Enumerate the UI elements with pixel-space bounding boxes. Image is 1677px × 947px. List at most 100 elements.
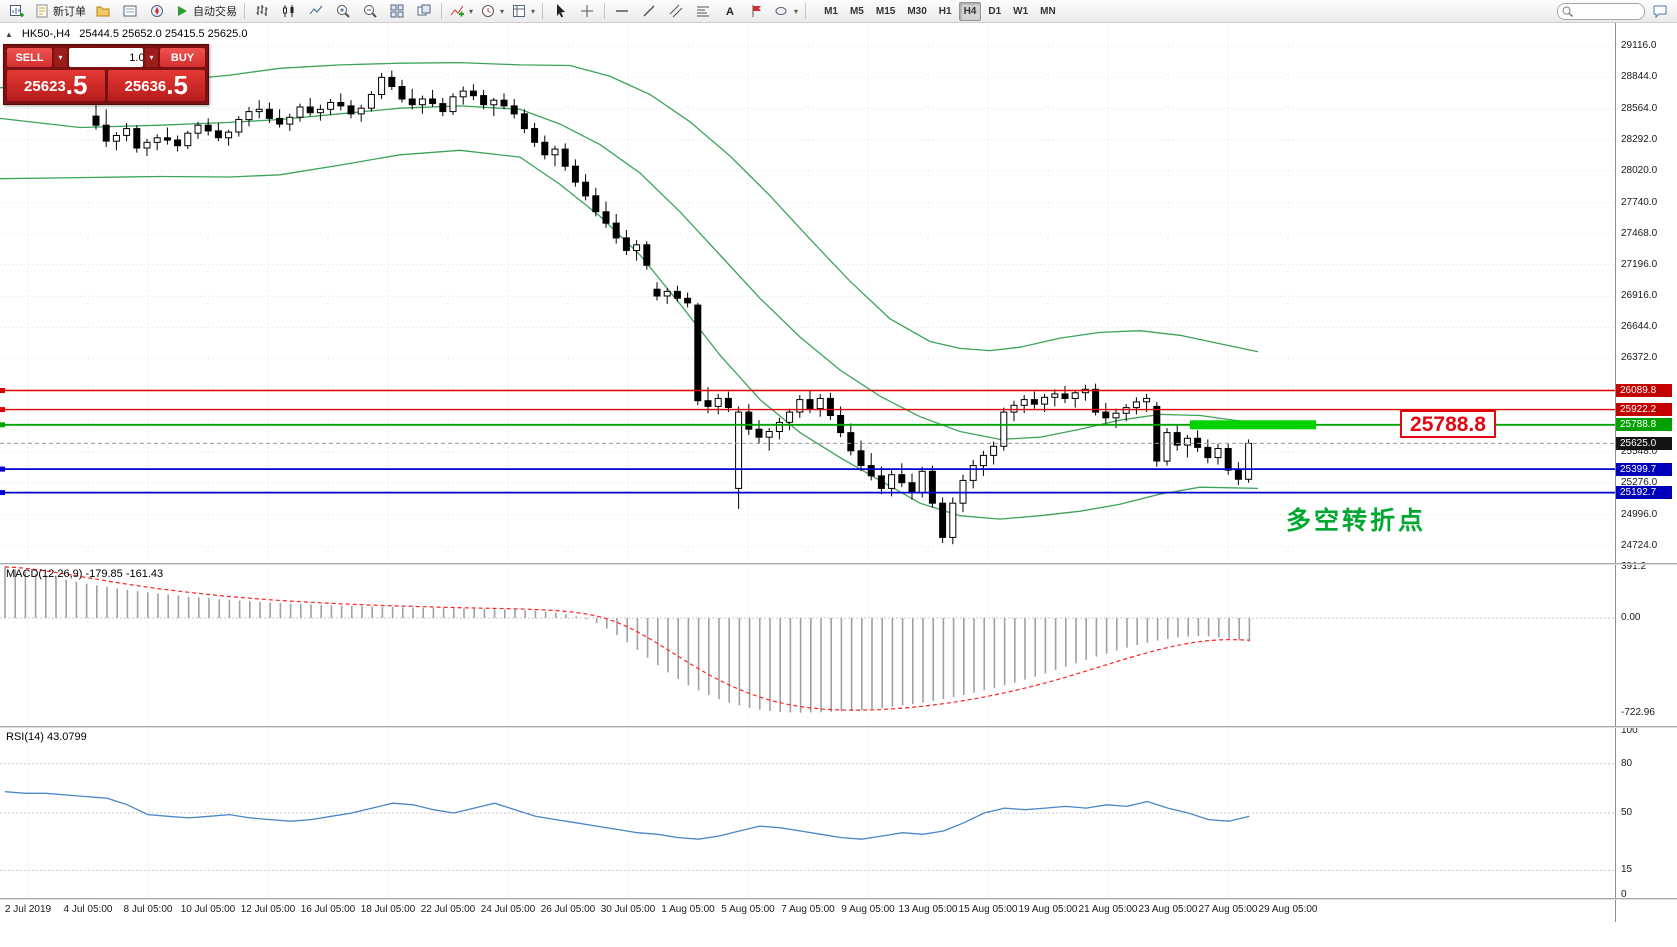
line-handle[interactable] <box>0 407 5 413</box>
price-axis-label: 28292.0 <box>1621 133 1658 145</box>
line-handle[interactable] <box>0 490 5 496</box>
volume-input[interactable] <box>69 48 143 67</box>
time-axis-label: 9 Aug 05:00 <box>841 904 895 915</box>
sell-price-display[interactable]: 25623.5 <box>7 70 105 101</box>
buy-button[interactable]: BUY <box>160 48 205 67</box>
panel-divider[interactable] <box>0 563 1677 565</box>
candle <box>123 128 131 136</box>
price-axis-label: 25276.0 <box>1621 477 1658 489</box>
templates-button[interactable]: ▾ <box>508 1 538 21</box>
bar-chart-button[interactable] <box>249 1 275 21</box>
price-axis-label: 27740.0 <box>1621 196 1658 208</box>
symbol-search-input[interactable] <box>1557 2 1645 20</box>
timeframe-m15[interactable]: M15 <box>875 5 896 17</box>
line-handle[interactable] <box>0 422 5 428</box>
autotrading-play-icon <box>178 6 187 16</box>
timeframe-m5[interactable]: M5 <box>849 5 864 17</box>
timeframe-h4[interactable]: H4 <box>958 1 982 21</box>
svg-text:A: A <box>726 6 734 18</box>
zoom-in-button[interactable] <box>330 1 356 21</box>
crosshair-button[interactable] <box>574 1 600 21</box>
sell-options-caret[interactable]: ▾ <box>54 48 67 67</box>
toolbar-separator <box>244 3 245 19</box>
timeframe-w1[interactable]: W1 <box>1013 5 1029 17</box>
timeframe-mn[interactable]: MN <box>1040 5 1056 17</box>
candle <box>1173 432 1181 446</box>
candle <box>1092 388 1100 413</box>
text-tool-button[interactable]: A <box>717 1 743 21</box>
line-handle[interactable] <box>0 466 5 472</box>
shapes-button[interactable]: ▾ <box>771 1 801 21</box>
candle <box>357 107 365 115</box>
autotrading-button[interactable]: 自动交易 <box>171 1 240 21</box>
rsi-indicator-chart[interactable] <box>0 728 1615 898</box>
market-watch-button[interactable] <box>117 1 143 21</box>
candle <box>112 135 120 142</box>
chat-icon[interactable] <box>1652 3 1669 19</box>
new-order-button[interactable]: 新订单 <box>31 1 89 21</box>
candle <box>643 244 651 266</box>
timeframe-h1[interactable]: H1 <box>938 5 952 17</box>
dropdown-caret: ▾ <box>531 6 536 16</box>
time-axis-label: 19 Aug 05:00 <box>1018 904 1078 915</box>
timeframe-m1[interactable]: M1 <box>824 5 838 17</box>
profiles-button[interactable] <box>90 1 116 21</box>
panel-divider[interactable] <box>0 898 1677 900</box>
zoom-out-icon <box>364 5 377 18</box>
price-axis-label: 28844.0 <box>1621 71 1658 82</box>
candle <box>1163 432 1171 462</box>
time-axis-label: 22 Jul 05:00 <box>420 904 476 915</box>
macd-axis-label: -722.96 <box>1621 706 1655 718</box>
rsi-panel-label: RSI(14) 43.0799 <box>6 731 87 743</box>
cursor-button[interactable] <box>547 1 573 21</box>
panel-divider[interactable] <box>0 726 1677 728</box>
candle <box>816 397 824 410</box>
fibonacci-button[interactable] <box>690 1 716 21</box>
time-axis[interactable]: 2 Jul 2019 4 Jul 05:00 8 Jul 05:00 10 Jul 0… <box>0 900 1615 922</box>
cascade-windows-button[interactable] <box>411 1 437 21</box>
trendline-button[interactable] <box>636 1 662 21</box>
macd-axis-label: 0.00 <box>1621 612 1641 623</box>
timeframe-m30[interactable]: M30 <box>907 5 927 17</box>
candle-chart-button[interactable] <box>276 1 302 21</box>
indicators-button[interactable]: ▾ <box>446 1 476 21</box>
buy-options-caret[interactable]: ▾ <box>145 48 158 67</box>
new-chart-button[interactable] <box>4 1 30 21</box>
candle <box>939 502 947 538</box>
cascade-windows-icon <box>417 4 431 16</box>
candle <box>969 465 977 481</box>
sell-button[interactable]: SELL <box>7 48 52 67</box>
candle <box>755 428 763 438</box>
ohlc-readout: 25444.5 25652.0 25415.5 25625.0 <box>79 28 248 40</box>
zoom-out-button[interactable] <box>357 1 383 21</box>
buy-price-display[interactable]: 25636.5 <box>107 70 205 101</box>
line-handle[interactable] <box>0 388 5 393</box>
new-chart-icon <box>10 5 24 17</box>
timeframe-d1[interactable]: D1 <box>988 5 1002 17</box>
horizontal-line-button[interactable] <box>609 1 635 21</box>
line-chart-button[interactable] <box>303 1 329 21</box>
price-axis[interactable]: 29116.0 28844.0 28564.0 28292.0 28020.0 27740… <box>1616 23 1677 922</box>
time-axis-label: 5 Aug 05:00 <box>721 904 775 915</box>
candle <box>1041 396 1049 405</box>
highlight-segment[interactable] <box>1190 420 1316 430</box>
channel-button[interactable] <box>663 1 689 21</box>
axis-separator <box>1615 23 1616 922</box>
symbol-timeframe-label: HK50-,H4 <box>21 28 71 40</box>
price-chart[interactable] <box>0 23 1615 563</box>
toolbar-right-group <box>1557 2 1673 20</box>
price-axis-label: 26916.0 <box>1621 290 1658 302</box>
toolbar-separator <box>542 3 544 19</box>
templates-icon <box>513 5 526 17</box>
candle <box>1010 404 1018 413</box>
tile-windows-button[interactable] <box>384 1 410 21</box>
macd-indicator-chart[interactable] <box>0 565 1615 726</box>
navigator-button[interactable] <box>144 1 170 21</box>
periods-button[interactable]: ▾ <box>477 1 507 21</box>
fibonacci-icon <box>697 6 710 17</box>
flag-label-icon <box>752 5 762 17</box>
label-tool-button[interactable] <box>744 1 770 21</box>
candle <box>225 131 233 139</box>
candle <box>1143 397 1151 403</box>
candle <box>490 99 498 106</box>
